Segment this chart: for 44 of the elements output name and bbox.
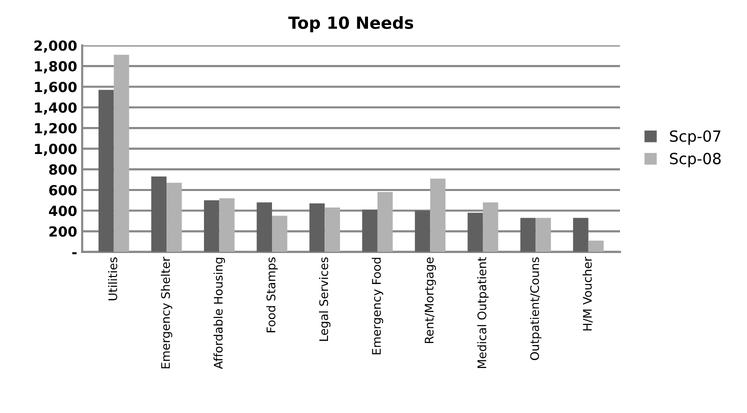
y-tick-label: 600 — [49, 184, 77, 196]
bar — [166, 182, 182, 252]
y-tick-label: 1,200 — [34, 123, 77, 136]
bar — [588, 240, 604, 252]
legend-label: Scp-08 — [670, 152, 721, 168]
x-tick-label: Medical Outpatient — [477, 257, 489, 368]
y-tick-label: 200 — [49, 226, 77, 237]
x-tick-label: Emergency Shelter — [160, 256, 172, 368]
bar — [151, 176, 167, 252]
x-tick-label: Rent/Mortgage — [424, 257, 436, 344]
x-tick-label: Emergency Food — [372, 258, 384, 354]
bar — [573, 218, 588, 252]
bar — [309, 203, 325, 252]
bar — [414, 210, 430, 252]
bar — [256, 202, 272, 252]
chart-title: Top 10 Needs — [288, 16, 414, 32]
y-tick-label: 800 — [49, 164, 77, 175]
bar — [482, 202, 498, 252]
x-tick-label: Food Stamps — [266, 257, 278, 332]
bar — [272, 216, 288, 252]
bar — [324, 208, 340, 252]
y-tick-label: 1,400 — [34, 102, 77, 115]
bar — [114, 54, 130, 252]
bar — [468, 212, 483, 252]
bar — [98, 90, 114, 252]
bar — [430, 178, 446, 252]
bar — [204, 200, 220, 252]
bar — [536, 218, 551, 252]
x-tick-label: Affordable Housing — [214, 258, 225, 370]
legend-label: Scp-07 — [670, 130, 720, 145]
y-tick-label: 1,600 — [34, 82, 77, 94]
y-tick-label: 1,800 — [34, 61, 77, 74]
y-tick-label: 1,000 — [34, 144, 77, 156]
bar — [520, 218, 536, 252]
x-tick-label: Utilities — [108, 257, 118, 300]
y-tick-label: 2,000 — [34, 40, 77, 53]
y-tick-label: - — [72, 252, 77, 254]
x-tick-label: Outpatient/Couns — [530, 257, 542, 360]
bar — [362, 210, 378, 252]
x-tick-label: H/M Voucher — [582, 256, 593, 330]
x-tick-label: Legal Services — [319, 257, 330, 341]
bar — [377, 192, 393, 252]
y-tick-label: 400 — [48, 206, 77, 216]
bar — [219, 198, 235, 252]
